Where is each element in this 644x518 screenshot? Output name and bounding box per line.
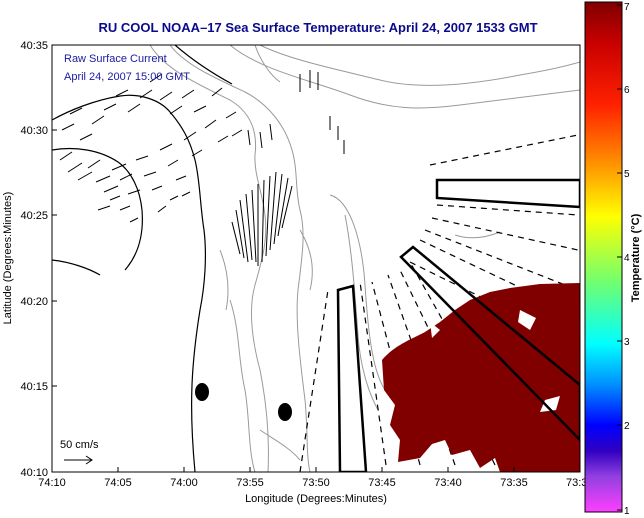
colorbar-label: Temperature (°C) — [630, 213, 642, 302]
x-axis-label: Longitude (Degrees:Minutes) — [245, 493, 387, 505]
y-tick-label: 40:30 — [20, 125, 48, 137]
sst-cloud-gaps — [430, 310, 560, 412]
y-axis-label: Latitude (Degrees:Minutes) — [2, 192, 14, 325]
x-tick-label: 74:00 — [170, 477, 198, 489]
buoy-marker — [195, 383, 209, 401]
x-tick-label: 73:45 — [368, 477, 396, 489]
y-tick-label: 40:25 — [20, 210, 48, 222]
colorbar-ticks — [617, 4, 622, 511]
y-tick-label: 40:10 — [20, 467, 48, 479]
annotation-line-1: Raw Surface Current — [64, 53, 167, 65]
x-tick-label: 73:3 — [566, 477, 587, 489]
colorbar-tick-label: 7 — [624, 2, 630, 13]
surface-current-vectors — [59, 70, 345, 266]
colorbar-tick-label: 6 — [624, 85, 630, 96]
y-tick-label: 40:20 — [20, 296, 48, 308]
coastline — [52, 45, 233, 472]
scale-label: 50 cm/s — [60, 439, 99, 451]
x-tick-label: 73:50 — [302, 477, 330, 489]
radar-box-outlines — [336, 178, 580, 472]
figure-title: RU COOL NOAA–17 Sea Surface Temperature:… — [98, 20, 537, 35]
x-tick-label: 74:05 — [104, 477, 132, 489]
x-tick-label: 73:40 — [434, 477, 462, 489]
map-plot-area: Raw Surface Current April 24, 2007 15:00… — [52, 45, 580, 472]
colorbar-tick-label: 3 — [624, 337, 630, 348]
x-tick-label: 73:35 — [500, 477, 528, 489]
annotation-line-2: April 24, 2007 15:00 GMT — [64, 71, 190, 83]
y-tick-label: 40:35 — [20, 40, 48, 52]
colorbar-tick-label: 1 — [624, 506, 630, 517]
colorbar-tick-label: 4 — [624, 253, 630, 264]
buoy-marker — [278, 403, 292, 421]
scale-arrow — [64, 455, 93, 465]
x-tick-label: 74:10 — [38, 477, 66, 489]
colorbar — [584, 1, 623, 513]
y-tick-label: 40:15 — [20, 381, 48, 393]
colorbar-tick-label: 5 — [624, 169, 630, 180]
colorbar-tick-label: 2 — [624, 421, 630, 432]
axis-tick-marks — [51, 44, 515, 473]
x-tick-label: 73:55 — [236, 477, 264, 489]
